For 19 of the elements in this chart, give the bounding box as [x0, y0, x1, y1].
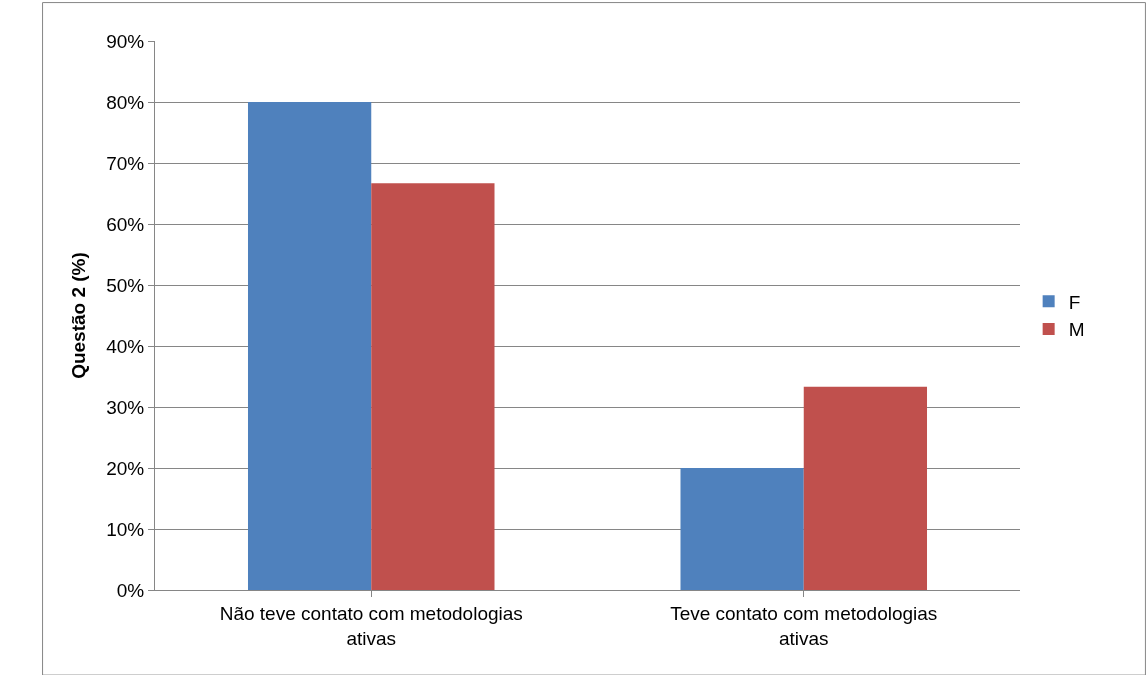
y-tick-label: 90% — [106, 30, 145, 52]
legend-label: M — [1068, 319, 1085, 341]
y-tick-label: 50% — [106, 274, 145, 296]
y-tick-label: 10% — [106, 518, 145, 540]
y-tick-label: 40% — [106, 335, 145, 357]
x-tick-label: Não teve contato com metodologias ativas — [219, 602, 523, 649]
bar — [803, 386, 928, 590]
y-tick-label: 30% — [106, 396, 145, 418]
x-tick-label: Teve contato com metodologias ativas — [670, 602, 938, 649]
y-tick-label: 70% — [106, 152, 145, 174]
bar — [247, 102, 372, 590]
y-tick-label: 80% — [106, 91, 145, 113]
y-tick-label: 0% — [116, 579, 145, 601]
y-tick-label: 60% — [106, 213, 145, 235]
legend-label: F — [1068, 291, 1081, 313]
y-axis-title: Questão 2 (%) — [68, 252, 90, 379]
bar — [371, 183, 495, 590]
bar — [680, 468, 804, 590]
y-tick-label: 20% — [106, 457, 145, 479]
